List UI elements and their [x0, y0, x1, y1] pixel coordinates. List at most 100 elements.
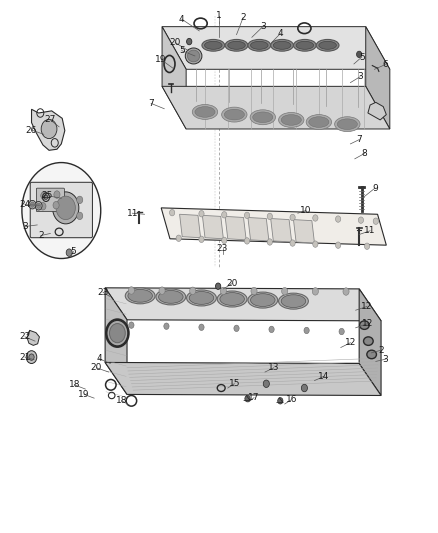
Ellipse shape	[281, 115, 301, 125]
Text: 20: 20	[91, 364, 102, 372]
Circle shape	[313, 215, 318, 221]
Polygon shape	[202, 215, 223, 239]
Circle shape	[66, 249, 72, 256]
Text: 26: 26	[26, 126, 37, 134]
Text: 25: 25	[42, 191, 53, 200]
Circle shape	[54, 191, 60, 198]
Ellipse shape	[195, 107, 215, 117]
Text: 5: 5	[179, 46, 185, 55]
Circle shape	[53, 192, 79, 224]
Ellipse shape	[279, 293, 308, 309]
Text: 18: 18	[116, 397, 127, 405]
Ellipse shape	[187, 290, 216, 306]
Text: 20: 20	[226, 279, 238, 288]
Circle shape	[343, 288, 349, 295]
Text: 23: 23	[97, 288, 109, 296]
Text: 22: 22	[19, 333, 31, 341]
Text: 20: 20	[170, 38, 181, 47]
Ellipse shape	[156, 289, 186, 305]
Polygon shape	[162, 86, 390, 129]
Circle shape	[77, 212, 83, 220]
Ellipse shape	[281, 295, 306, 308]
FancyBboxPatch shape	[36, 188, 64, 212]
Text: 1: 1	[216, 12, 222, 20]
Text: 10: 10	[300, 206, 311, 215]
Text: 6: 6	[382, 60, 389, 69]
Circle shape	[199, 324, 204, 330]
Ellipse shape	[192, 104, 218, 119]
Circle shape	[220, 287, 226, 295]
Polygon shape	[162, 27, 390, 69]
Ellipse shape	[185, 48, 202, 64]
Text: 17: 17	[248, 393, 260, 402]
Circle shape	[278, 398, 283, 404]
Circle shape	[41, 119, 57, 139]
Circle shape	[222, 212, 227, 218]
Circle shape	[304, 327, 309, 334]
Polygon shape	[248, 217, 269, 241]
Ellipse shape	[251, 42, 268, 50]
Circle shape	[267, 239, 272, 245]
Circle shape	[301, 384, 307, 392]
Circle shape	[222, 237, 227, 244]
Ellipse shape	[202, 39, 225, 51]
Circle shape	[129, 322, 134, 328]
Text: 4: 4	[96, 354, 102, 363]
Text: 3: 3	[260, 22, 266, 31]
Circle shape	[176, 235, 181, 241]
Ellipse shape	[225, 39, 248, 51]
Ellipse shape	[205, 42, 222, 50]
Ellipse shape	[271, 39, 293, 51]
Text: 12: 12	[361, 302, 373, 311]
Circle shape	[312, 288, 318, 295]
Text: 12: 12	[362, 319, 374, 328]
Polygon shape	[27, 330, 39, 345]
Text: 4: 4	[179, 15, 184, 23]
Polygon shape	[105, 362, 381, 395]
Circle shape	[30, 202, 35, 207]
Text: 2: 2	[38, 231, 43, 240]
Circle shape	[215, 283, 221, 289]
Text: 23: 23	[217, 244, 228, 253]
Text: 8: 8	[361, 149, 367, 158]
Circle shape	[290, 240, 295, 246]
Polygon shape	[271, 219, 292, 242]
Circle shape	[44, 195, 48, 199]
Polygon shape	[359, 289, 381, 395]
Ellipse shape	[107, 320, 128, 346]
Circle shape	[29, 200, 36, 209]
Polygon shape	[180, 214, 201, 238]
Polygon shape	[368, 102, 386, 120]
Circle shape	[282, 287, 288, 295]
Text: 7: 7	[148, 99, 154, 108]
Circle shape	[187, 38, 192, 45]
Ellipse shape	[309, 117, 329, 127]
Text: 3: 3	[357, 72, 363, 81]
Text: 14: 14	[318, 372, 330, 381]
Ellipse shape	[125, 288, 155, 304]
Circle shape	[35, 201, 42, 210]
Polygon shape	[366, 27, 390, 129]
Text: 3: 3	[22, 222, 28, 231]
Circle shape	[199, 211, 204, 217]
Ellipse shape	[360, 321, 369, 329]
Text: 18: 18	[69, 381, 80, 389]
Circle shape	[269, 326, 274, 333]
Circle shape	[364, 243, 370, 249]
Ellipse shape	[159, 290, 183, 303]
Circle shape	[245, 395, 250, 402]
Circle shape	[56, 196, 75, 220]
Circle shape	[373, 218, 378, 224]
Ellipse shape	[189, 292, 214, 304]
Text: 7: 7	[356, 135, 362, 144]
Ellipse shape	[279, 112, 304, 127]
Circle shape	[159, 287, 165, 294]
Text: 11: 11	[127, 209, 138, 217]
Text: 5: 5	[359, 53, 365, 61]
Circle shape	[244, 238, 250, 244]
Ellipse shape	[217, 291, 247, 307]
Polygon shape	[293, 220, 314, 243]
Circle shape	[29, 354, 34, 360]
FancyBboxPatch shape	[30, 182, 92, 238]
Text: 9: 9	[372, 184, 378, 192]
